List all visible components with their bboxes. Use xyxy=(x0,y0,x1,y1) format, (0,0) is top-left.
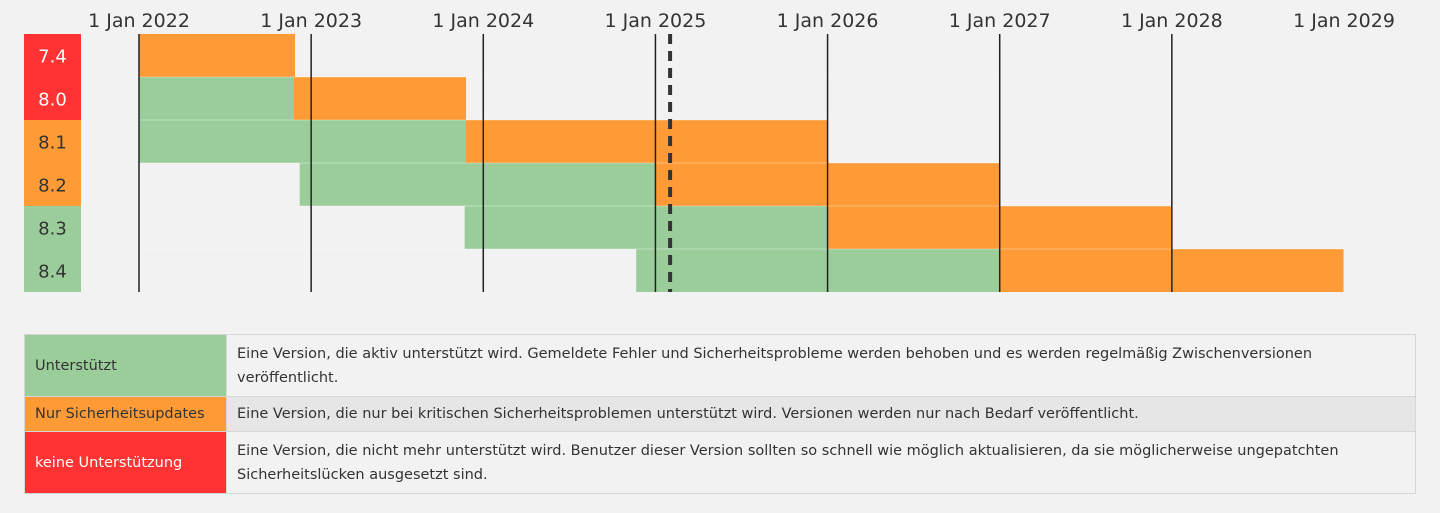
version-label-8-3: 8.3 xyxy=(38,219,67,240)
version-label-8-4: 8.4 xyxy=(38,262,67,283)
legend-desc-supported: Eine Version, die aktiv unterstützt wird… xyxy=(226,334,1416,397)
x-tick-label: 1 Jan 2022 xyxy=(88,10,190,32)
legend-desc-eol: Eine Version, die nicht mehr unterstützt… xyxy=(226,431,1416,494)
bar-active-8-4 xyxy=(636,249,1000,292)
x-tick-label: 1 Jan 2026 xyxy=(777,10,879,32)
version-label-8-2: 8.2 xyxy=(38,176,67,197)
x-tick-label: 1 Jan 2029 xyxy=(1293,10,1395,32)
bar-active-8-1 xyxy=(139,120,466,163)
x-tick-label: 1 Jan 2027 xyxy=(949,10,1051,32)
version-label-box-8-3 xyxy=(24,206,81,249)
bar-security-7-4 xyxy=(139,34,295,77)
version-label-box-7-4 xyxy=(24,34,81,77)
status-legend-table: Unterstützt Eine Version, die aktiv unte… xyxy=(24,334,1416,494)
legend-row-eol: keine Unterstützung Eine Version, die ni… xyxy=(24,431,1416,494)
x-tick-label: 1 Jan 2023 xyxy=(260,10,362,32)
bars-layer xyxy=(139,34,1344,292)
bar-security-8-0 xyxy=(294,77,467,120)
version-label-7-4: 7.4 xyxy=(38,47,67,68)
legend-key-supported: Unterstützt xyxy=(24,334,227,397)
bar-security-8-1 xyxy=(465,120,828,163)
support-timeline-chart: 7.4 8.0 8.1 8.2 8.3 8.4 1 Jan 2022 1 Jan 2023 1 … xyxy=(24,10,1395,292)
version-label-8-1: 8.1 xyxy=(38,133,67,154)
legend-row-security: Nur Sicherheitsupdates Eine Version, die… xyxy=(24,396,1416,432)
version-label-8-0: 8.0 xyxy=(38,90,67,111)
x-tick-label: 1 Jan 2028 xyxy=(1121,10,1223,32)
legend-key-security: Nur Sicherheitsupdates xyxy=(24,396,227,432)
legend-desc-security: Eine Version, die nur bei kritischen Sic… xyxy=(226,396,1416,432)
version-label-box-8-1 xyxy=(24,120,81,163)
grid-layer xyxy=(138,34,1344,292)
x-tick-label: 1 Jan 2024 xyxy=(432,10,534,32)
bar-active-8-3 xyxy=(464,206,828,249)
bar-active-8-0 xyxy=(139,77,295,120)
x-tick-label: 1 Jan 2025 xyxy=(605,10,707,32)
bar-active-8-2 xyxy=(299,163,656,206)
version-label-box-8-0 xyxy=(24,77,81,120)
legend-key-eol: keine Unterstützung xyxy=(24,431,227,494)
legend-row-supported: Unterstützt Eine Version, die aktiv unte… xyxy=(24,334,1416,397)
version-label-box-8-2 xyxy=(24,163,81,206)
labels-layer: 7.4 8.0 8.1 8.2 8.3 8.4 1 Jan 2022 1 Jan 2023 1 … xyxy=(24,10,1395,292)
version-label-box-8-4 xyxy=(24,249,81,292)
